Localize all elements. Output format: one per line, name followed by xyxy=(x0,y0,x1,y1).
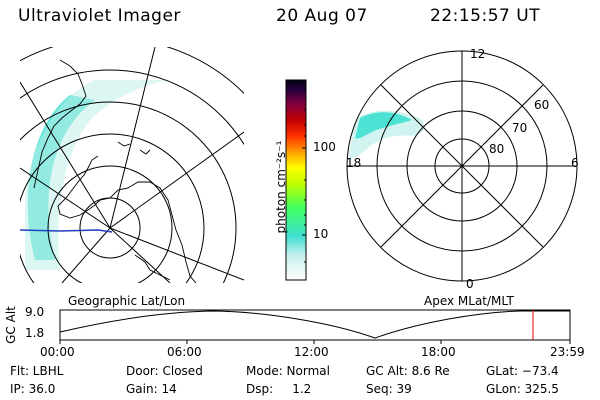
altitude-ytick-1-8: 1.8 xyxy=(25,326,45,340)
mlt-label-18: 18 xyxy=(346,156,362,170)
date-label: 20 Aug 07 xyxy=(276,6,368,26)
time-label: 22:15:57 UT xyxy=(430,6,541,26)
coastline-ice xyxy=(134,254,171,281)
altitude-xtick-0600: 06:00 xyxy=(167,345,202,359)
coastline xyxy=(94,181,197,283)
mlt-label-12: 12 xyxy=(470,47,486,61)
colorbar-unit-label: photon cm⁻²s⁻¹ xyxy=(274,140,288,234)
geographic-panel-label: Geographic Lat/Lon xyxy=(68,294,186,308)
mlat-label-80: 80 xyxy=(489,142,505,156)
gain-status: Gain: 14 xyxy=(126,382,177,396)
mode-status: Mode: Normal xyxy=(246,364,330,378)
magnetic-polar-plot xyxy=(346,50,578,282)
coastline-blue xyxy=(20,229,113,233)
altitude-plot xyxy=(59,309,571,344)
door-status: Door: Closed xyxy=(126,364,203,378)
dsp-status: Dsp: 1.2 xyxy=(246,382,312,396)
colorbar-tick-10: 10 xyxy=(313,227,329,241)
filter-status: Flt: LBHL xyxy=(10,364,64,378)
colorbar-tick-100: 100 xyxy=(313,140,336,154)
mlat-label-70: 70 xyxy=(512,121,528,135)
colorbar-scale xyxy=(285,79,307,281)
glon-status: GLon: 325.5 xyxy=(486,382,559,396)
altitude-xtick-1800: 18:00 xyxy=(421,345,456,359)
altitude-xtick-1200: 12:00 xyxy=(294,345,329,359)
altitude-curve xyxy=(59,310,570,339)
seq-status: Seq: 39 xyxy=(366,382,412,396)
gc-alt-status: GC Alt: 8.6 Re xyxy=(366,364,450,378)
coastline-peninsula xyxy=(57,155,99,219)
mlt-label-6: 6 xyxy=(571,156,579,170)
aurora-oval-right xyxy=(355,112,412,139)
instrument-title: Ultraviolet Imager xyxy=(18,6,181,26)
coastline-south-america xyxy=(33,59,87,189)
altitude-ylabel: GC Alt xyxy=(4,306,18,344)
mlt-label-0: 0 xyxy=(466,277,474,291)
altitude-xtick-2359: 23:59 xyxy=(550,345,585,359)
glat-status: GLat: −73.4 xyxy=(486,364,559,378)
coastline-islands xyxy=(117,141,151,155)
aurora-haze-left xyxy=(25,80,170,270)
geographic-map xyxy=(20,47,244,283)
altitude-xtick-0000: 00:00 xyxy=(40,345,75,359)
colorbar xyxy=(285,79,307,281)
mlat-label-60: 60 xyxy=(534,98,550,112)
ip-status: IP: 36.0 xyxy=(10,382,56,396)
magnetic-panel-label: Apex MLat/MLT xyxy=(424,294,514,308)
altitude-ytick-9: 9.0 xyxy=(25,305,45,319)
